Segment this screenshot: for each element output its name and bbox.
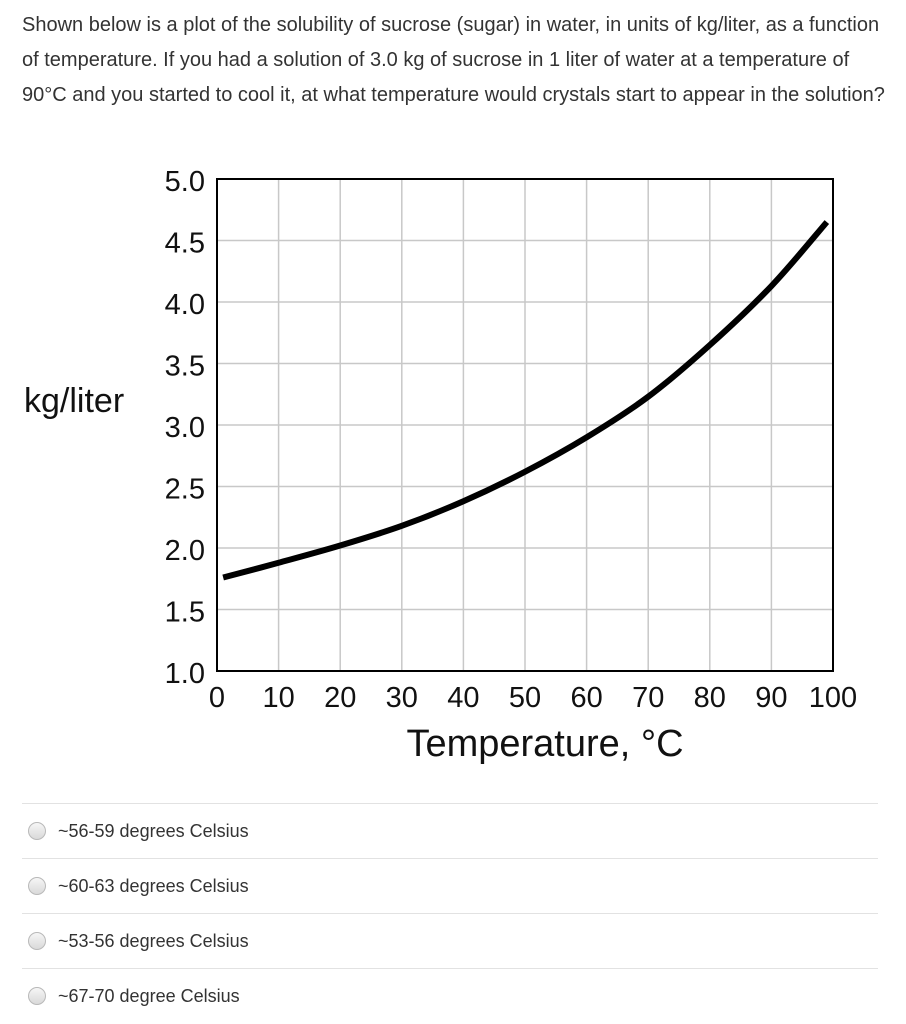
- question-text: Shown below is a plot of the solubility …: [22, 14, 885, 106]
- answer-options: ~56-59 degrees Celsius ~60-63 degrees Ce…: [22, 803, 878, 1023]
- y-tick-label: 2.5: [165, 474, 205, 506]
- answer-label: ~60-63 degrees Celsius: [58, 875, 249, 896]
- x-tick-label: 20: [324, 682, 356, 714]
- x-tick-label: 60: [570, 682, 602, 714]
- answer-option-3[interactable]: ~53-56 degrees Celsius: [22, 913, 878, 968]
- radio-button[interactable]: [28, 877, 46, 895]
- y-tick-label: 4.5: [165, 228, 205, 260]
- x-tick-label: 10: [262, 682, 294, 714]
- x-tick-label: 100: [809, 682, 857, 714]
- y-tick-label: 2.0: [165, 535, 205, 567]
- y-tick-labels: 1.0 1.5 2.0 2.5 3.0 3.5 4.0 4.5 5.0: [165, 166, 205, 690]
- chart-grid: [216, 178, 834, 672]
- radio-button[interactable]: [28, 987, 46, 1005]
- solubility-chart: 1.0 1.5 2.0 2.5 3.0 3.5 4.0 4.5 5.0 0 10 20 30 40 50 6…: [0, 160, 906, 780]
- radio-button[interactable]: [28, 822, 46, 840]
- y-tick-label: 1.5: [165, 597, 205, 629]
- x-tick-label: 30: [386, 682, 418, 714]
- x-tick-label: 80: [694, 682, 726, 714]
- answer-label: ~56-59 degrees Celsius: [58, 820, 249, 841]
- y-tick-label: 3.0: [165, 412, 205, 444]
- x-tick-label: 70: [632, 682, 664, 714]
- y-tick-label: 5.0: [165, 166, 205, 198]
- chart-svg: 1.0 1.5 2.0 2.5 3.0 3.5 4.0 4.5 5.0 0 10 20 30 40 50 6…: [24, 166, 857, 765]
- solubility-curve: [222, 220, 830, 581]
- y-tick-label: 1.0: [165, 658, 205, 690]
- radio-button[interactable]: [28, 932, 46, 950]
- answer-option-2[interactable]: ~60-63 degrees Celsius: [22, 858, 878, 913]
- answer-option-4[interactable]: ~67-70 degree Celsius: [22, 968, 878, 1023]
- y-tick-label: 3.5: [165, 351, 205, 383]
- x-tick-label: 40: [447, 682, 479, 714]
- x-tick-label: 90: [755, 682, 787, 714]
- x-tick-label: 0: [209, 682, 225, 714]
- x-axis-label: Temperature, °C: [406, 723, 683, 765]
- x-tick-label: 50: [509, 682, 541, 714]
- x-tick-labels: 0 10 20 30 40 50 60 70 80 90 100: [209, 682, 857, 714]
- answer-option-1[interactable]: ~56-59 degrees Celsius: [22, 803, 878, 858]
- answer-label: ~67-70 degree Celsius: [58, 985, 240, 1006]
- y-axis-label: kg/liter: [24, 382, 124, 420]
- answer-label: ~53-56 degrees Celsius: [58, 930, 249, 951]
- plot-frame: [216, 178, 834, 672]
- y-tick-label: 4.0: [165, 289, 205, 321]
